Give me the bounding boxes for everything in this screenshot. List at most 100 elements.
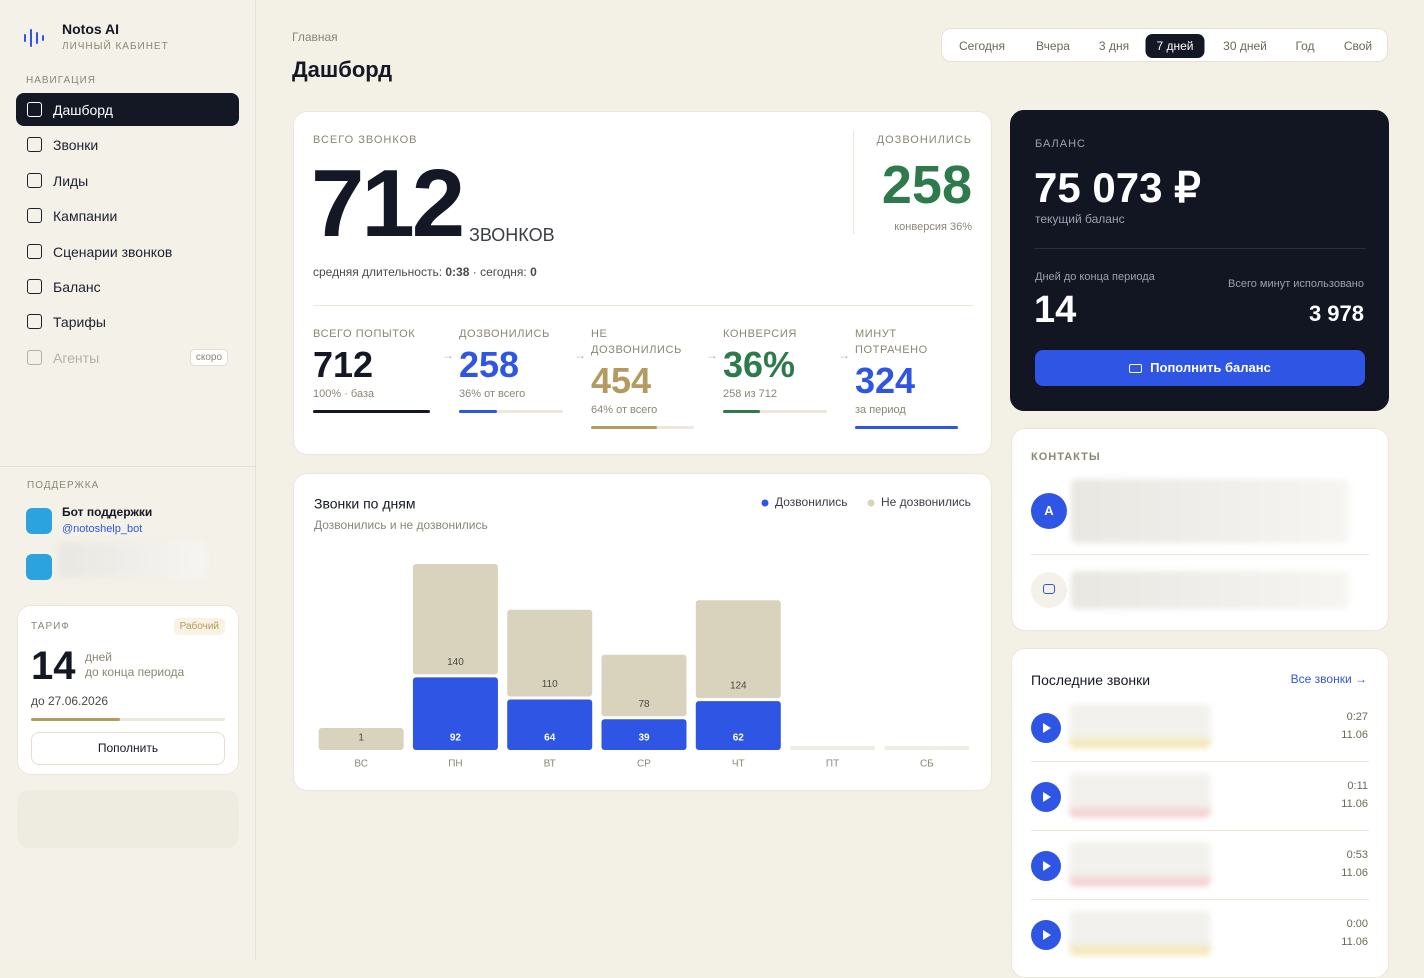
x-tick-label: ЧТ <box>732 759 745 770</box>
tariff-title: ТАРИФ <box>31 621 70 632</box>
nav-item[interactable]: Тарифы <box>16 305 239 338</box>
call-duration: 0:53 <box>1346 849 1368 861</box>
x-tick-label: ВС <box>354 759 368 770</box>
funnel-arrow: → <box>574 348 586 362</box>
legend-label: Не дозвонились <box>881 495 971 509</box>
nav-icon <box>27 137 42 152</box>
call-date: 11.06 <box>1341 729 1368 741</box>
divider <box>1031 554 1369 555</box>
contact-avatar: A <box>1031 493 1067 529</box>
connected-value: 258 <box>881 155 972 215</box>
x-tick-label: ВТ <box>544 759 556 770</box>
funnel-value: 258 <box>459 344 520 385</box>
call-duration: 0:11 <box>1347 780 1368 792</box>
x-tick-label: ПН <box>448 759 462 770</box>
nav-item[interactable]: Сценарии звонков <box>16 235 239 268</box>
period-option[interactable]: 30 дней <box>1223 39 1267 53</box>
nav-label: Дашборд <box>53 101 113 118</box>
period-option[interactable]: Свой <box>1343 39 1373 53</box>
nav-label: Кампании <box>53 207 118 224</box>
divider <box>853 131 854 234</box>
hidden-call <box>1069 842 1211 886</box>
tariff-until: до 27.06.2026 <box>31 694 109 708</box>
balance-title: БАЛАНС <box>1035 138 1086 150</box>
funnel-item: ВСЕГО ПОПЫТОК 712 100% · база <box>313 326 430 413</box>
hidden-contact <box>1071 479 1349 543</box>
play-button[interactable] <box>1031 851 1061 881</box>
avg-label: средняя длительность: <box>313 265 443 279</box>
hidden-contact <box>1071 571 1349 609</box>
bar-segment <box>601 719 687 750</box>
telegram-icon <box>26 554 52 580</box>
minutes-label: Всего минут использовано <box>1228 278 1364 290</box>
nav-label: Лиды <box>53 172 89 189</box>
call-duration: 0:00 <box>1346 918 1368 930</box>
divider <box>1031 761 1369 762</box>
x-tick-label: ПТ <box>826 759 839 770</box>
funnel-value: 324 <box>855 360 916 401</box>
period-option[interactable]: Сегодня <box>959 39 1005 53</box>
funnel-arrow: → <box>442 348 454 362</box>
nav-item[interactable]: Звонки <box>16 128 239 161</box>
period-option[interactable]: Год <box>1295 39 1315 53</box>
period-option[interactable]: Вчера <box>1036 39 1070 53</box>
today-value: 0 <box>530 265 537 279</box>
contacts-card: КОНТАКТЫ A <box>1011 428 1389 631</box>
funnel-bar <box>459 410 497 413</box>
chart: Звонки по дням Дозвонились и не дозвонил… <box>314 495 971 770</box>
bar-segment <box>412 677 498 750</box>
legend-dot <box>761 499 769 507</box>
funnel-note: 258 из 712 <box>723 388 778 400</box>
value-label: 64 <box>544 733 556 744</box>
nav-item[interactable]: Дашборд <box>16 93 239 126</box>
period-option[interactable]: 3 дня <box>1098 39 1130 53</box>
x-tick-label: СР <box>637 759 651 770</box>
legend-dot <box>867 499 875 507</box>
tariff-progress <box>31 718 225 721</box>
hidden-call <box>1069 704 1211 748</box>
period-option[interactable]: 7 дней <box>1145 34 1205 58</box>
nav-item[interactable]: Агенты скоро <box>16 341 239 374</box>
balance-card: БАЛАНС 75 073 ₽ текущий баланс Дней до к… <box>1010 110 1389 411</box>
play-button[interactable] <box>1031 713 1061 743</box>
bot-name[interactable]: Бот поддержки <box>62 505 153 519</box>
nav-item[interactable]: Лиды <box>16 164 239 197</box>
value-label: 39 <box>638 733 650 744</box>
tariff-button[interactable]: Пополнить <box>31 732 225 765</box>
nav-icon <box>27 314 42 329</box>
funnel-bar <box>855 426 958 429</box>
sidebar: Notos AI ЛИЧНЫЙ КАБИНЕТ НАВИГАЦИЯ Дашбор… <box>0 0 256 960</box>
topup-button[interactable]: Пополнить баланс <box>1035 350 1365 386</box>
recent-calls-title: Последние звонки <box>1031 672 1151 688</box>
topup-label: Пополнить баланс <box>1150 360 1271 375</box>
bot-handle[interactable]: @notoshelp_bot <box>62 523 143 535</box>
total-label: ВСЕГО ЗВОНКОВ <box>313 134 418 146</box>
funnel-arrow: → <box>838 348 850 362</box>
days-value: 14 <box>1034 289 1077 331</box>
funnel-value: 454 <box>591 360 652 401</box>
play-button[interactable] <box>1031 920 1061 950</box>
hidden-call <box>1069 773 1211 817</box>
funnel-track <box>723 410 827 413</box>
funnel-value: 712 <box>313 344 374 385</box>
brand-subtitle: ЛИЧНЫЙ КАБИНЕТ <box>62 41 169 52</box>
hidden-contact <box>58 542 206 578</box>
value-label: 62 <box>733 733 745 744</box>
divider <box>1035 248 1365 249</box>
total-unit: ЗВОНКОВ <box>469 225 555 245</box>
funnel-track <box>459 410 563 413</box>
funnel-note: 36% от всего <box>459 388 526 400</box>
nav-item[interactable]: Кампании <box>16 199 239 232</box>
nav-icon <box>27 208 42 223</box>
brand-name: Notos AI <box>62 21 120 37</box>
all-calls-link[interactable]: Все звонки → <box>1290 672 1367 686</box>
nav-item[interactable]: Баланс <box>16 270 239 303</box>
bar-segment <box>695 701 781 750</box>
balance-note: текущий баланс <box>1035 212 1125 226</box>
nav-label: Агенты <box>53 349 100 366</box>
play-button[interactable] <box>1031 782 1061 812</box>
breadcrumb[interactable]: Главная <box>292 30 338 44</box>
all-calls-label: Все звонки <box>1290 672 1352 686</box>
hidden-call <box>1069 911 1211 955</box>
